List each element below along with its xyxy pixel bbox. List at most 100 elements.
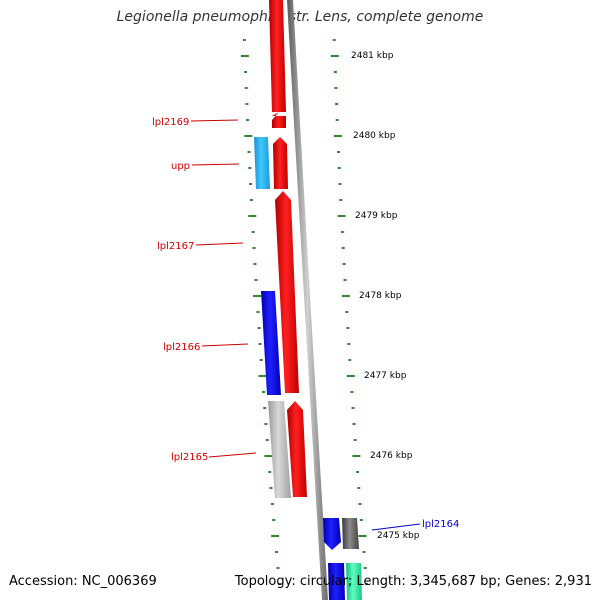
label-upp[interactable]: upp [171, 161, 190, 172]
minor-tick [340, 231, 344, 233]
minor-tick [347, 343, 351, 345]
major-tick [253, 295, 261, 297]
minor-tick [259, 359, 263, 361]
minor-tick [249, 183, 253, 185]
genome-backbone [287, 0, 328, 600]
minor-tick [341, 247, 345, 249]
label-lpl2167[interactable]: lpl2167 [157, 241, 194, 252]
minor-tick [337, 151, 341, 153]
minor-tick [272, 519, 276, 521]
kbp-scale-labels: 2481 kbp 2480 kbp 2479 kbp 2478 kbp 2477… [351, 51, 420, 541]
minor-tick [244, 71, 248, 73]
inner-ticks [240, 39, 281, 585]
kbp-label: 2475 kbp [377, 531, 420, 541]
leader-lpl2167 [195, 242, 244, 246]
gene-lpl2165[interactable] [268, 401, 291, 498]
kbp-label: 2481 kbp [351, 51, 394, 61]
map-title: Legionella pneumophila str. Lens, comple… [116, 9, 484, 25]
minor-tick [254, 279, 258, 281]
gene-lpl2164[interactable] [323, 518, 341, 550]
minor-tick [363, 567, 367, 569]
major-tick [333, 135, 342, 137]
minor-tick [343, 279, 347, 281]
gene-upp-fwd[interactable] [273, 137, 288, 189]
major-tick [358, 535, 367, 537]
minor-tick [275, 551, 279, 553]
kbp-label: 2478 kbp [359, 291, 402, 301]
major-tick [244, 135, 253, 137]
outer-ticks [330, 39, 369, 585]
minor-tick [269, 487, 273, 489]
minor-tick [337, 167, 341, 169]
major-tick [330, 55, 339, 57]
minor-tick [359, 519, 363, 521]
minor-tick [334, 87, 338, 89]
leader-lpl2166 [201, 343, 249, 347]
major-tick [240, 55, 249, 57]
gene-bottom-blue[interactable] [328, 563, 345, 600]
minor-tick [268, 471, 272, 473]
major-tick [264, 455, 273, 457]
minor-tick [245, 103, 249, 105]
minor-tick [251, 231, 255, 233]
label-lpl2166[interactable]: lpl2166 [163, 342, 200, 353]
leader-lpl2169 [190, 119, 239, 122]
gene-dark-grey[interactable] [342, 518, 359, 549]
minor-tick [348, 359, 352, 361]
leader-lpl2164 [371, 523, 421, 531]
gene-lpl2169-arrow[interactable] [272, 112, 286, 128]
forward-strand-genes [269, 0, 307, 497]
minor-tick [265, 439, 269, 441]
minor-tick [333, 71, 337, 73]
minor-tick [249, 199, 253, 201]
minor-tick [246, 119, 250, 121]
major-tick [248, 215, 257, 217]
leader-upp [191, 163, 240, 166]
minor-tick [256, 311, 260, 313]
minor-tick [276, 567, 280, 569]
label-lpl2169[interactable]: lpl2169 [152, 117, 189, 128]
accession-text: Accession: NC_006369 [9, 574, 157, 589]
minor-tick [346, 327, 350, 329]
gene-lpl2166[interactable] [261, 291, 281, 395]
minor-tick [353, 439, 357, 441]
minor-tick [357, 487, 361, 489]
minor-tick [242, 39, 246, 41]
minor-tick [339, 199, 343, 201]
gene-labels: lpl2169 upp lpl2167 lpl2166 lpl2165 lpl2… [152, 117, 459, 531]
gene-lpl2165-fwd[interactable] [287, 401, 307, 497]
major-tick [352, 455, 361, 457]
kbp-label: 2479 kbp [355, 211, 398, 221]
minor-tick [338, 183, 342, 185]
minor-tick [335, 103, 339, 105]
minor-tick [351, 407, 355, 409]
gene-lpl2169-upper[interactable] [269, 0, 286, 112]
gene-upp[interactable] [254, 137, 270, 189]
label-lpl2164[interactable]: lpl2164 [422, 519, 459, 530]
gene-lpl2167[interactable] [275, 191, 299, 393]
minor-tick [362, 551, 366, 553]
major-tick [341, 295, 350, 297]
minor-tick [244, 87, 248, 89]
minor-tick [350, 391, 354, 393]
major-tick [258, 375, 267, 377]
gene-bottom-teal[interactable] [346, 563, 362, 600]
minor-tick [257, 327, 261, 329]
minor-tick [352, 423, 356, 425]
genome-summary-text: Topology: circular; Length: 3,345,687 bp… [234, 574, 592, 589]
minor-tick [264, 423, 268, 425]
major-tick [346, 375, 355, 377]
minor-tick [335, 119, 339, 121]
minor-tick [356, 471, 360, 473]
label-lpl2165[interactable]: lpl2165 [171, 452, 208, 463]
minor-tick [252, 247, 256, 249]
minor-tick [358, 503, 362, 505]
major-tick [271, 535, 280, 537]
minor-tick [332, 39, 336, 41]
minor-tick [365, 583, 369, 585]
minor-tick [258, 343, 262, 345]
minor-tick [262, 391, 265, 393]
minor-tick [247, 151, 251, 153]
reverse-strand-genes [254, 137, 362, 600]
